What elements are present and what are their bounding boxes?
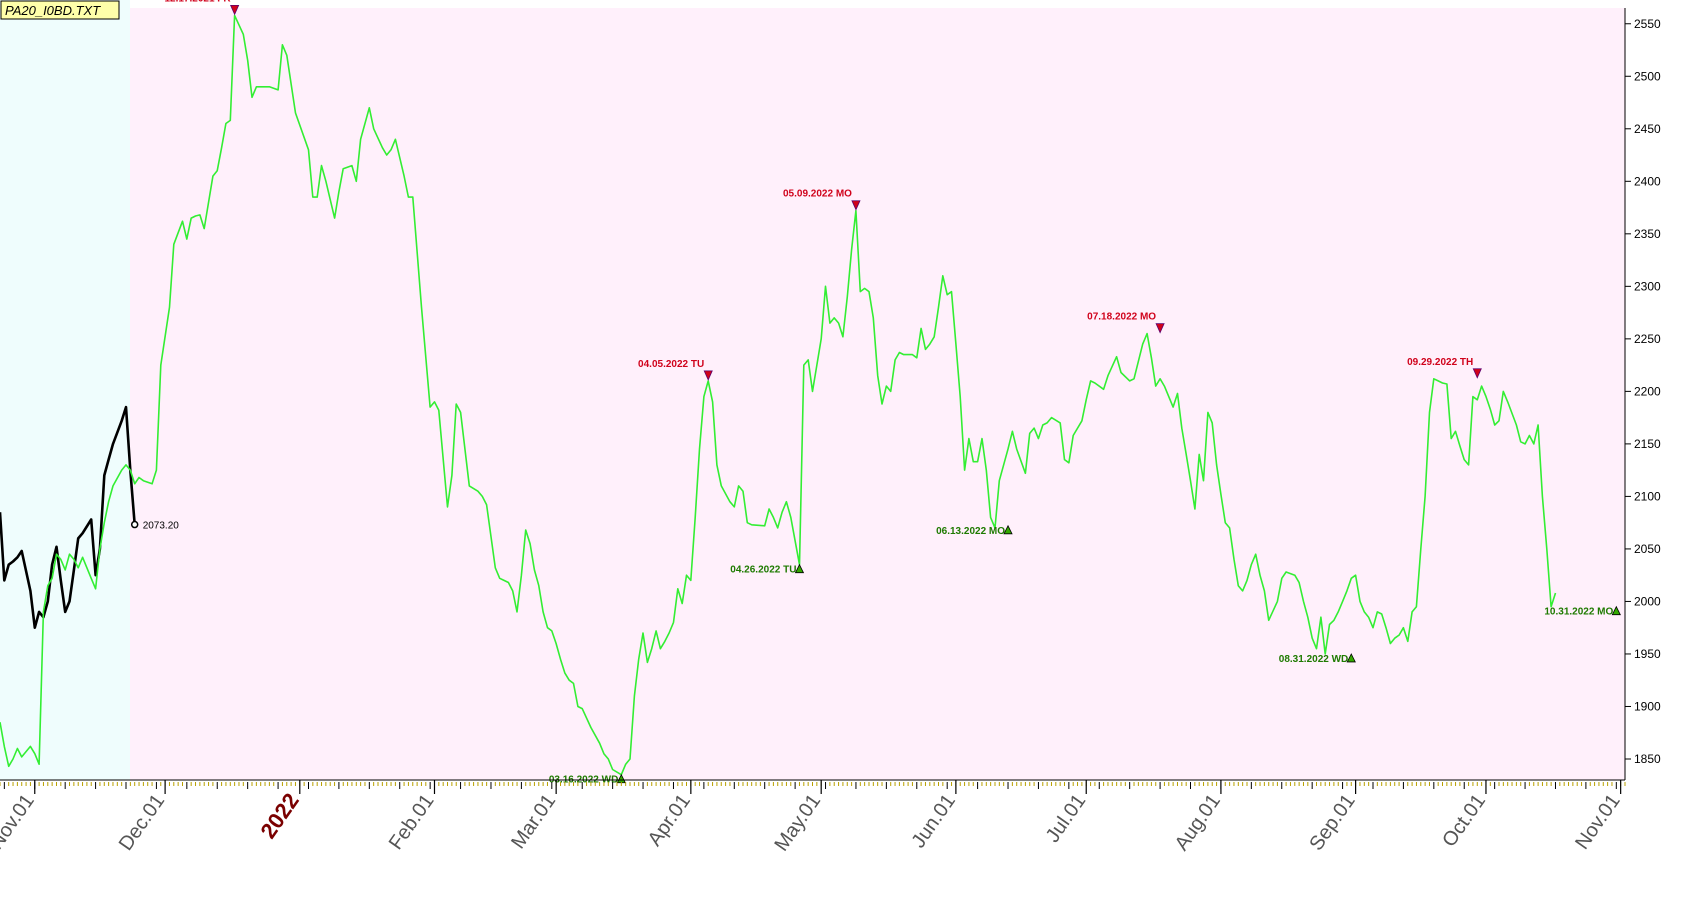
y-tick-label: 2500 <box>1634 69 1661 83</box>
x-tick-label: Apr.01 <box>644 790 695 850</box>
trough-marker <box>1611 605 1621 616</box>
background-prev-period <box>0 0 130 780</box>
x-year-label: 2022 <box>255 789 304 843</box>
y-tick-label: 2350 <box>1634 227 1661 241</box>
peak-marker <box>703 370 713 381</box>
series-line-main <box>0 14 1557 776</box>
peak-label: 09.29.2022 TH <box>1407 357 1473 368</box>
title-box: PA20_I0BD.TXT <box>0 0 120 20</box>
x-tick-label: Aug.01 <box>1171 790 1225 855</box>
y-tick-label: 2100 <box>1634 489 1661 503</box>
series-layer <box>0 14 1557 776</box>
x-tick-label: Nov.01 <box>1571 790 1625 853</box>
peak-marker <box>851 200 861 211</box>
peak-label: 07.18.2022 MO <box>1087 312 1156 323</box>
x-tick-label: Dec.01 <box>115 790 169 855</box>
x-tick-label: Mar.01 <box>507 790 560 853</box>
peak-marker <box>1472 368 1482 379</box>
x-tick-label: Jun.01 <box>908 790 960 852</box>
chart-title: PA20_I0BD.TXT <box>5 3 101 18</box>
y-tick-label: 2250 <box>1634 332 1661 346</box>
peak-label: 12.17.2021 FR <box>164 0 231 4</box>
trough-label: 10.31.2022 MO <box>1544 607 1613 618</box>
y-tick-label: 2150 <box>1634 437 1661 451</box>
trough-label: 08.31.2022 WD <box>1279 654 1349 665</box>
x-tick-label: Oct.01 <box>1438 790 1490 851</box>
peak-marker <box>1155 323 1165 334</box>
y-tick-label: 2450 <box>1634 122 1661 136</box>
series-line-previous <box>0 405 136 630</box>
y-tick-label: 2400 <box>1634 174 1661 188</box>
marker-layer: 2073.20 12.17.2021 FR 04.05.2022 TU 05.09.2… <box>130 0 1621 786</box>
y-tick-label: 1900 <box>1634 699 1661 713</box>
y-tick-label: 2200 <box>1634 384 1661 398</box>
y-tick-label: 1950 <box>1634 647 1661 661</box>
x-tick-label: Nov.01 <box>0 790 39 853</box>
last-value-label: 2073.20 <box>143 521 180 532</box>
y-tick-label: 2550 <box>1634 17 1661 31</box>
y-tick-label: 1850 <box>1634 752 1661 766</box>
x-tick-label: Feb.01 <box>385 790 439 854</box>
x-tick-label: May.01 <box>770 790 825 855</box>
trough-marker <box>1346 653 1356 663</box>
y-tick-label: 2000 <box>1634 594 1661 608</box>
x-tick-label: Jul.01 <box>1042 790 1091 846</box>
last-value-dot <box>130 520 139 529</box>
x-tick-label: Sep.01 <box>1305 790 1359 855</box>
background-main-period <box>130 8 1625 780</box>
peak-label: 04.05.2022 TU <box>638 359 704 370</box>
peak-label: 05.09.2022 MO <box>783 189 852 200</box>
y-tick-label: 2050 <box>1634 542 1661 556</box>
y-tick-label: 2300 <box>1634 279 1661 293</box>
peak-marker <box>230 4 240 16</box>
trough-label: 06.13.2022 MO <box>936 526 1005 537</box>
trough-label: 04.26.2022 TU <box>730 565 796 576</box>
trough-marker <box>794 563 805 574</box>
trough-marker <box>1003 524 1013 535</box>
